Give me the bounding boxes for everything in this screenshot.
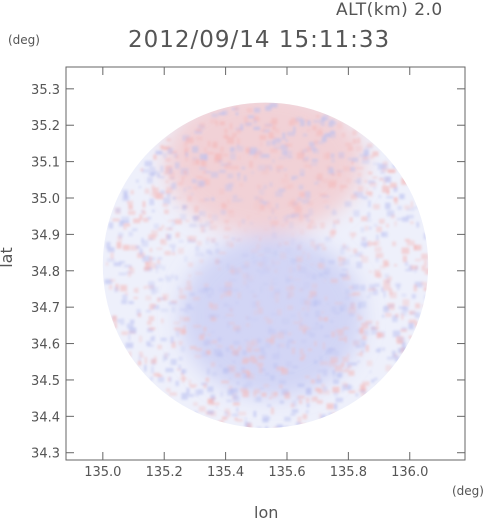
y-tick-label: 35.1 [31, 156, 60, 171]
x-tick-label: 135.4 [207, 465, 244, 480]
y-axis-unit: (deg) [8, 33, 40, 47]
x-tick-label: 135.6 [268, 465, 305, 480]
x-tick-label: 135.8 [330, 465, 367, 480]
y-tick-label: 35.2 [31, 119, 60, 134]
x-axis-label: lon [254, 503, 279, 522]
altitude-label: ALT(km) 2.0 [336, 0, 443, 20]
x-axis-unit: (deg) [452, 484, 484, 498]
plot-frame [65, 66, 466, 461]
y-tick-label: 35.0 [31, 192, 60, 207]
chart-timestamp-title: 2012/09/14 15:11:33 [128, 27, 391, 53]
y-tick-label: 34.4 [31, 410, 60, 425]
y-tick-label: 34.3 [31, 447, 60, 462]
y-tick-label: 34.8 [31, 265, 60, 280]
y-tick-label: 35.3 [31, 83, 60, 98]
x-tick-label: 135.0 [84, 465, 121, 480]
y-tick-label: 34.7 [31, 301, 60, 316]
y-tick-label: 34.9 [31, 228, 60, 243]
y-tick-label: 34.5 [31, 374, 60, 389]
x-tick-label: 135.2 [146, 465, 183, 480]
field-region-1 [179, 234, 364, 399]
x-tick-label: 136.0 [391, 465, 428, 480]
y-tick-label: 34.6 [31, 338, 60, 353]
reflectivity-field [102, 102, 429, 428]
axis-ticks: 135.0 135.2 135.4 135.6 135.8 136.0 34.3 34.4 34… [31, 67, 465, 480]
